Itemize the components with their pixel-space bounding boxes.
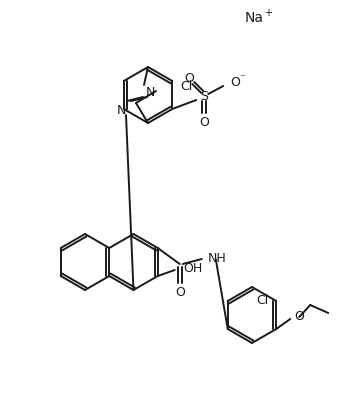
Text: O: O (175, 285, 185, 298)
Text: NH: NH (208, 252, 226, 265)
Text: O: O (184, 72, 194, 86)
Text: O: O (294, 310, 304, 324)
Text: O: O (230, 76, 240, 90)
Text: ⁻: ⁻ (239, 73, 245, 83)
Text: N: N (117, 103, 126, 117)
Text: Cl: Cl (256, 295, 268, 308)
Text: Na: Na (245, 11, 264, 25)
Text: N: N (146, 86, 156, 98)
Text: S: S (200, 90, 208, 103)
Text: O: O (199, 117, 209, 129)
Text: +: + (264, 8, 272, 18)
Text: OH: OH (184, 261, 203, 275)
Text: Cl: Cl (180, 80, 193, 94)
